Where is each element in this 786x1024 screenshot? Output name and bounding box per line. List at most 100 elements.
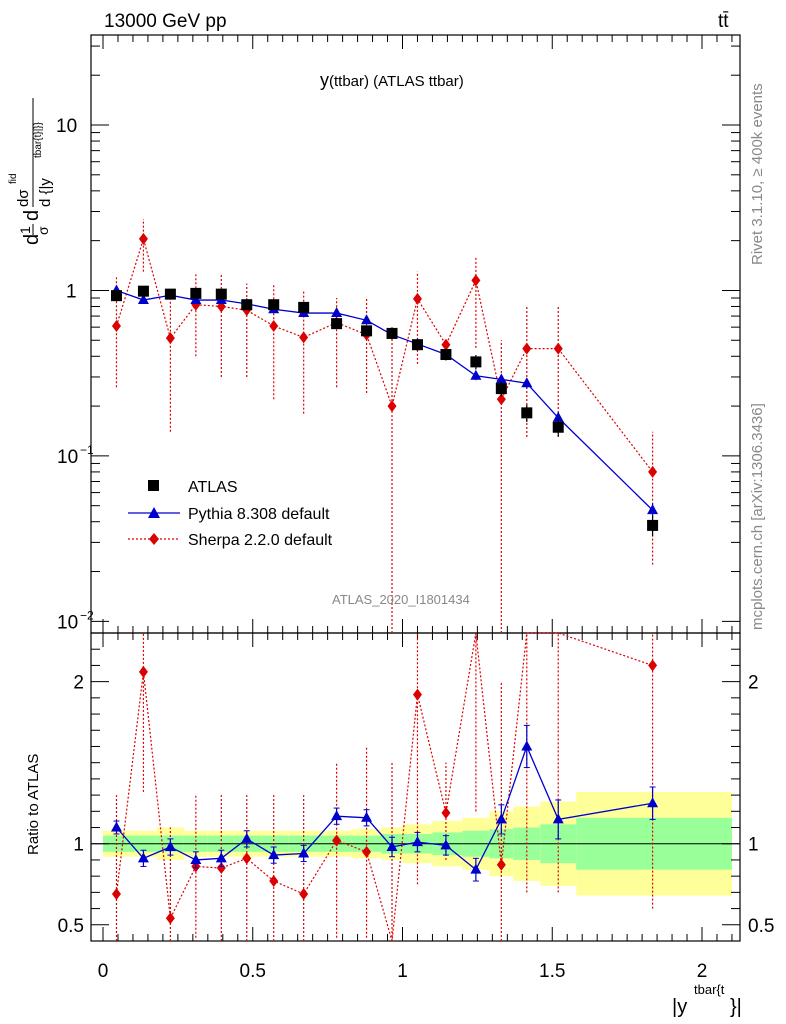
sherpa-point [441, 338, 451, 351]
ylabel-den: d {|y [37, 178, 54, 207]
ratio-pythia-point [137, 852, 149, 863]
ratio-sherpa-point [216, 862, 226, 875]
ratio-pythia-point [110, 821, 122, 832]
ratio-y-tick-label-right: 2 [748, 673, 759, 694]
sherpa-point [299, 331, 309, 344]
atlas-point [190, 287, 202, 299]
main-y-tick-exponent: −1 [80, 443, 94, 457]
sherpa-point [412, 292, 422, 305]
ratio-pythia-point [440, 839, 452, 850]
pythia-point [137, 294, 149, 305]
chart-title-main: y [320, 70, 329, 90]
atlas-point [411, 339, 423, 351]
xlabel-sup: tbar{t [694, 982, 725, 997]
ylabel-d: d [21, 234, 43, 245]
atlas-point [521, 407, 533, 419]
atlas-point [215, 288, 227, 300]
main-y-tick-label: 10 [57, 447, 78, 468]
ratio-pythia-point [241, 832, 253, 843]
ratio-sherpa-point [138, 665, 148, 678]
sherpa-point [269, 319, 279, 332]
ratio-y-tick-label: 2 [73, 673, 84, 694]
ratio-sherpa-point [441, 806, 451, 819]
ratio-pythia-point [298, 847, 310, 858]
sherpa-line [115, 236, 654, 473]
pythia-point [361, 314, 373, 325]
atlas-point [110, 290, 122, 302]
ratio-y-tick-label-right: 0.5 [748, 916, 774, 937]
pythia-point [552, 411, 564, 422]
ratio-plot-frame [90, 632, 741, 942]
main-plot-series [110, 219, 659, 633]
pythia-point [495, 373, 507, 384]
ratio-pythia-point [164, 840, 176, 851]
ratio-pythia-line [115, 744, 653, 871]
ratio-y-axis-label: Ratio to ATLAS [25, 754, 42, 855]
legend-sherpa-marker [149, 533, 159, 545]
ylabel-frac-den: σ [35, 226, 51, 235]
atlas-point [298, 301, 310, 313]
main-y-tick-label: 1 [66, 281, 77, 302]
ratio-sherpa-point [362, 845, 372, 858]
energy-label: 13000 GeV pp [104, 11, 227, 32]
atlas-point [647, 519, 659, 531]
pythia-point [470, 369, 482, 380]
x-tick-label: 1 [397, 961, 408, 982]
rivet-version-label: Rivet 3.1.10, ≥ 400k events [749, 83, 766, 265]
sherpa-point [648, 465, 658, 478]
chart-title-sub: (ttbar) (ATLAS ttbar) [329, 73, 464, 90]
ratio-sherpa-point [332, 834, 342, 847]
mcplots-label: mcplots.cern.ch [arXiv:1306.3436] [749, 403, 766, 630]
legend-atlas-label: ATLAS [188, 479, 238, 496]
sherpa-point [496, 393, 506, 406]
legend-pythia-marker [148, 507, 160, 518]
chart-title: y(ttbar) (ATLAS ttbar) [320, 70, 464, 90]
analysis-id-label: ATLAS_2020_I1801434 [332, 592, 470, 607]
ratio-pythia-point [470, 863, 482, 874]
atlas-point [268, 299, 280, 311]
ylabel-num-sup: fid [8, 173, 19, 184]
ratio-pythia-point [411, 836, 423, 847]
ratio-pythia-point [552, 813, 564, 824]
x-tick-label: 0.5 [240, 961, 266, 982]
ratio-sherpa-line [115, 632, 653, 942]
sherpa-point [111, 319, 121, 332]
sherpa-point [522, 342, 532, 355]
ratio-sherpa-point [165, 912, 175, 925]
ratio-sherpa-point [648, 659, 658, 672]
sherpa-point [165, 332, 175, 345]
ylabel-frac-num: 1 [17, 226, 33, 234]
sherpa-point [387, 400, 397, 413]
ratio-pythia-point [361, 811, 373, 822]
ratio-sherpa-point [111, 887, 121, 900]
pythia-point [190, 294, 202, 305]
x-axis-label: |y [672, 996, 687, 1018]
xlabel-tail: }| [730, 996, 742, 1018]
ratio-pythia-point [386, 840, 398, 851]
pythia-line [116, 289, 654, 511]
pythia-point [647, 504, 659, 515]
atlas-point [164, 288, 176, 300]
pythia-point [331, 307, 343, 318]
sherpa-point [553, 342, 563, 355]
ratio-sherpa-point [242, 852, 252, 865]
ratio-pythia-point [521, 740, 533, 751]
legend-pythia-label: Pythia 8.308 default [188, 506, 330, 523]
ylabel-den-sup: tbar{t}|}} [33, 121, 44, 158]
atlas-point [470, 356, 482, 368]
ratio-sherpa-point [412, 688, 422, 701]
ratio-pythia-point [268, 849, 280, 860]
xlabel-main: |y [672, 996, 687, 1018]
ratio-pythia-point [190, 853, 202, 864]
ylabel-d2: d [21, 210, 43, 221]
ratio-y-tick-label: 1 [73, 835, 84, 856]
main-y-tick-label: 10 [57, 612, 78, 633]
ratio-pythia-point [495, 813, 507, 824]
atlas-point [552, 421, 564, 433]
sherpa-point [471, 274, 481, 287]
ratio-pythia-point [215, 852, 227, 863]
ratio-sherpa-point [269, 875, 279, 888]
main-y-tick-exponent: −2 [80, 608, 94, 622]
x-tick-label: 2 [697, 961, 708, 982]
